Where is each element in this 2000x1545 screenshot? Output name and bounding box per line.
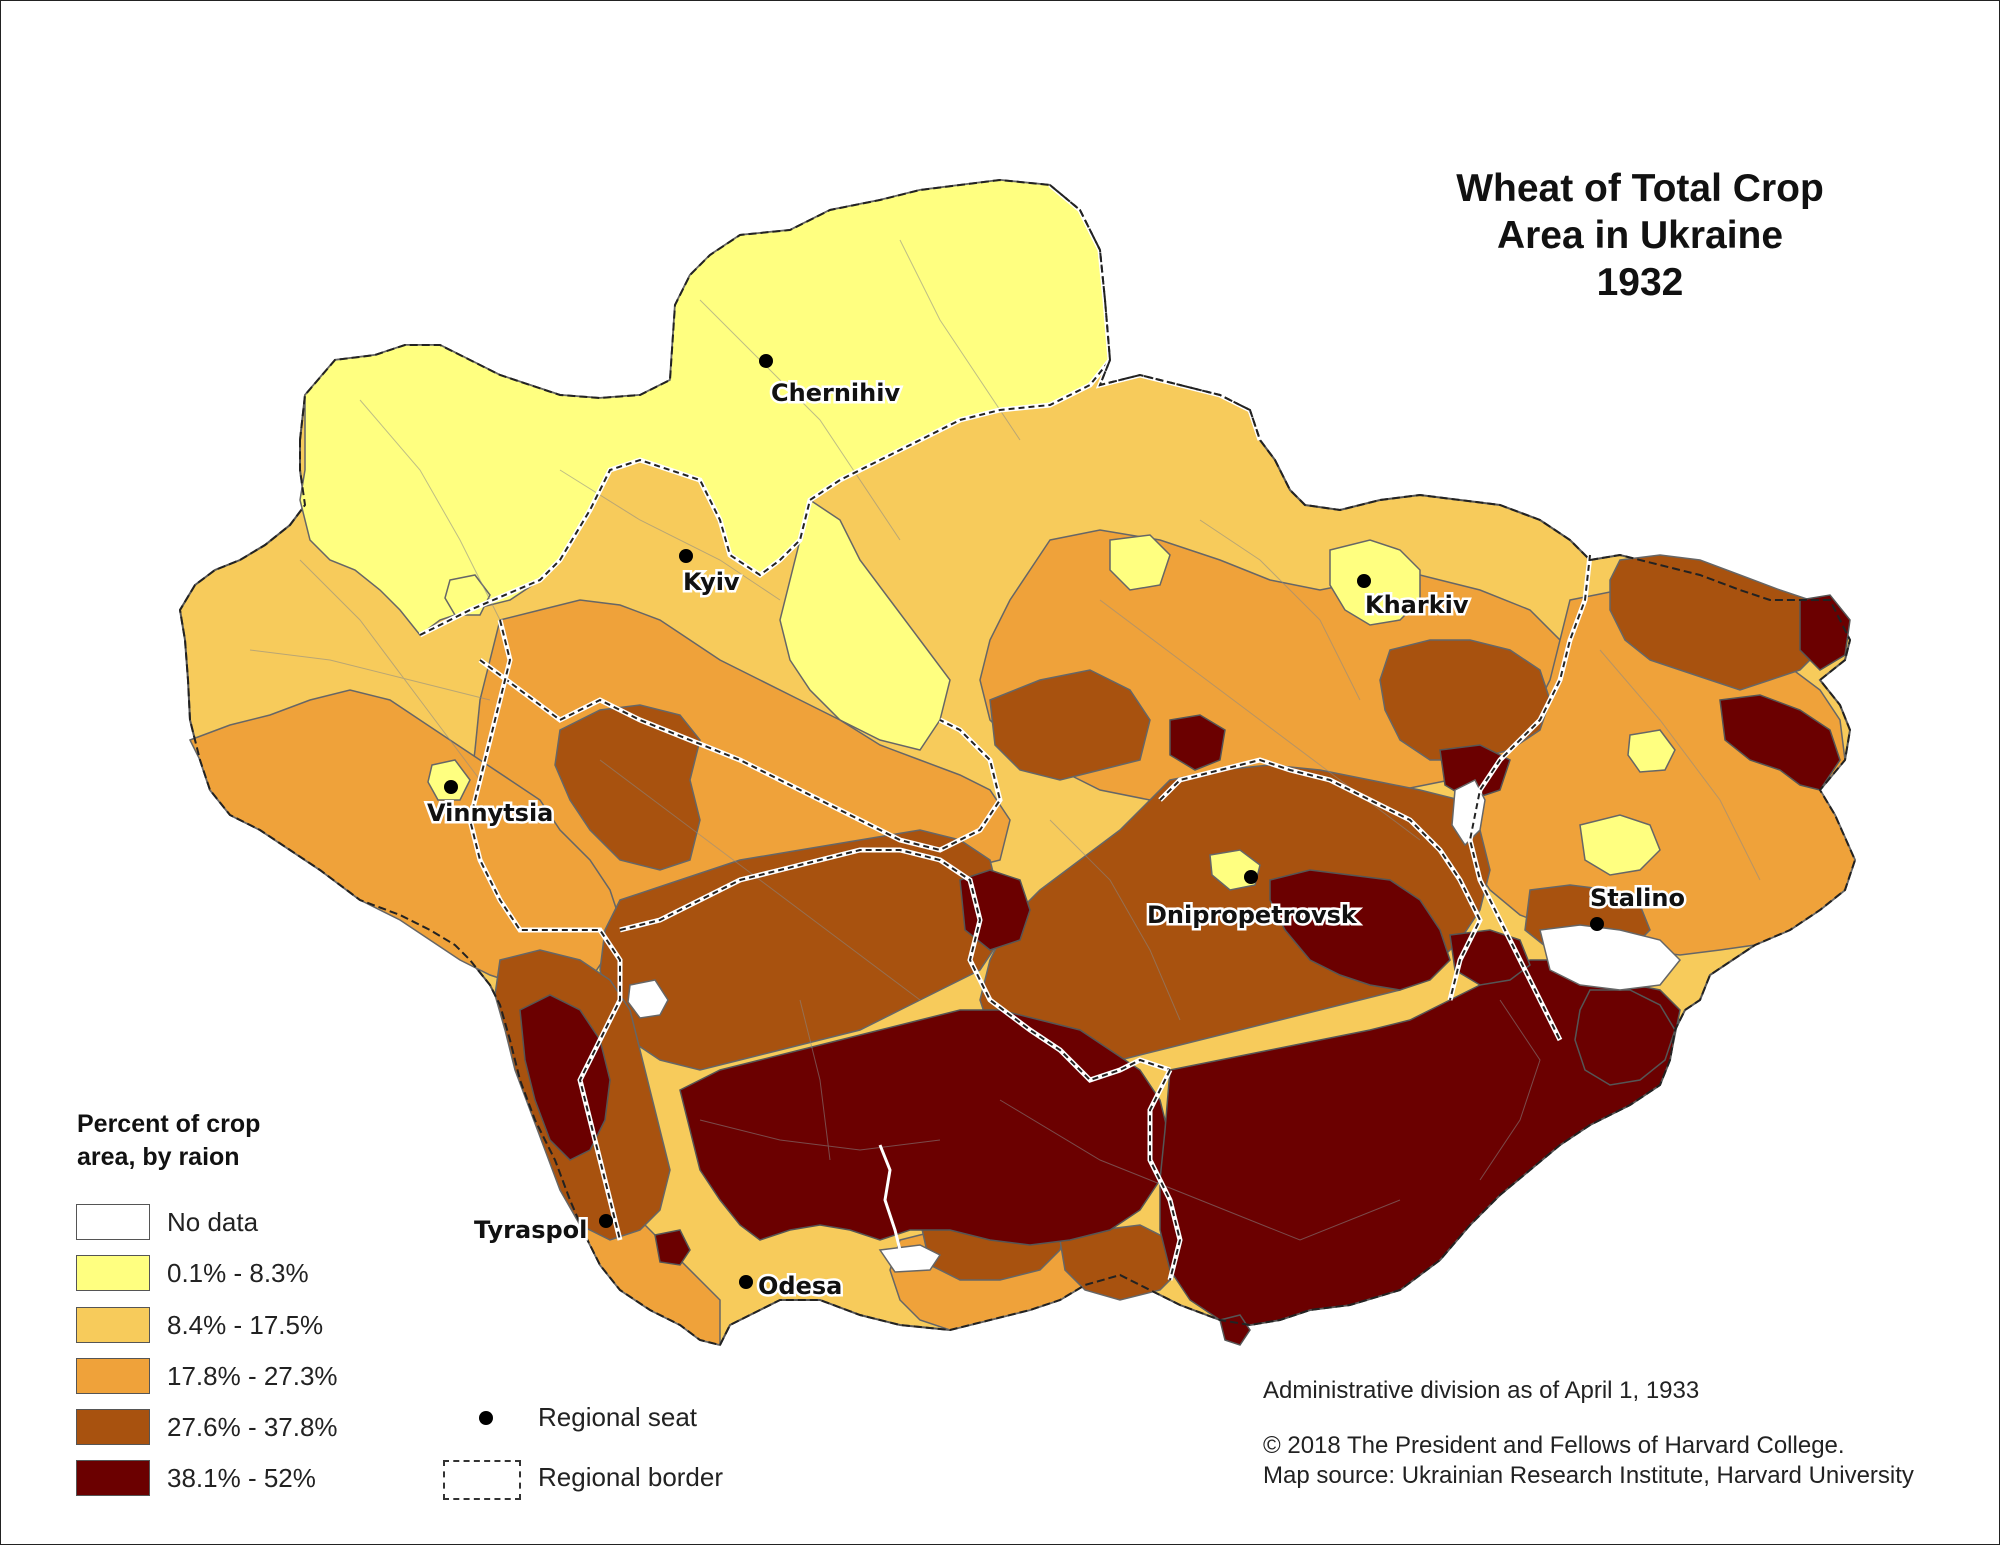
region-kharkiv-low	[1329, 539, 1421, 626]
legend-label-class-5: 38.1% - 52%	[167, 1463, 316, 1493]
source-note: Map source: Ukrainian Research Institute…	[1263, 1462, 1914, 1489]
city-label-vinnytsia: Vinnytsia	[427, 799, 553, 827]
region-east-low-a	[1109, 534, 1171, 591]
legend-swatch-class-5	[76, 1460, 150, 1496]
city-markers: Chernihiv Kyiv Kharkiv Vinnytsia Dniprop…	[425, 354, 1687, 1303]
city-dot-odesa	[739, 1275, 753, 1289]
city-label-tyraspol: Tyraspol	[474, 1216, 587, 1244]
city-dot-vinnytsia	[444, 780, 458, 794]
regional-border-icon	[443, 1460, 521, 1500]
city-dot-tyraspol	[599, 1214, 613, 1228]
copyright-note: © 2018 The President and Fellows of Harv…	[1263, 1432, 1845, 1459]
legend-label-class-1: 0.1% - 8.3%	[167, 1258, 309, 1288]
regional-borders	[418, 183, 1593, 1281]
legend-swatch-class-4	[76, 1409, 150, 1445]
legend-heading: Percent of crop area, by raion	[77, 1108, 260, 1174]
region-center-brown-a	[554, 704, 701, 871]
city-label-chernihiv: Chernihiv	[771, 379, 900, 407]
map-title: Wheat of Total Crop Area in Ukraine 1932	[1330, 165, 1950, 306]
region-east-darkred-a	[1169, 714, 1226, 771]
region-steppe-darkred	[679, 1009, 1171, 1246]
regional-seat-dot-icon	[479, 1411, 493, 1425]
title-line-3: 1932	[1596, 261, 1684, 304]
region-vinnytsia-low	[427, 759, 471, 801]
legend-heading-line-1: Percent of crop	[77, 1110, 261, 1138]
city-label-kharkiv: Kharkiv	[1365, 591, 1469, 619]
legend-label-no-data: No data	[167, 1207, 259, 1237]
city-label-odesa: Odesa	[758, 1272, 842, 1300]
city-label-dnipropetrovsk: Dnipropetrovsk	[1147, 901, 1358, 929]
region-donbas-low-a	[1579, 814, 1661, 876]
city-dot-chernihiv	[759, 354, 773, 368]
city-dot-kyiv	[679, 549, 693, 563]
legend-label-class-4: 27.6% - 37.8%	[167, 1412, 338, 1442]
region-azov-darkred-b	[1574, 989, 1676, 1086]
region-dnipro-darkred	[1269, 869, 1451, 991]
region-luhansk-darkred-a	[1799, 594, 1851, 671]
title-line-2: Area in Ukraine	[1496, 214, 1784, 257]
city-dot-dnipropetrovsk	[1244, 870, 1258, 884]
city-label-stalino: Stalino	[1590, 884, 1685, 912]
region-luhansk-brown	[1609, 554, 1831, 691]
admin-division-note: Administrative division as of April 1, 1…	[1263, 1377, 1700, 1404]
city-dot-stalino	[1590, 917, 1604, 931]
legend-swatch-class-1	[76, 1255, 150, 1291]
region-kyiv-south-low	[779, 498, 951, 751]
region-nodata-c	[627, 979, 669, 1019]
region-east-brown	[989, 669, 1151, 781]
region-kharkiv-brown	[1379, 639, 1551, 761]
city-label-kyiv: Kyiv	[683, 568, 740, 596]
outer-border	[178, 178, 1857, 1347]
legend-swatch-class-3	[76, 1358, 150, 1394]
raion-boundaries	[249, 239, 1761, 1241]
region-donbas-low-b	[1627, 729, 1676, 773]
region-odesa-darkred	[654, 1229, 691, 1266]
dnieper-river	[878, 1144, 902, 1251]
legend-heading-line-2: area, by raion	[77, 1143, 240, 1171]
legend-swatch-no-data	[76, 1204, 150, 1240]
city-dot-kharkiv	[1357, 574, 1371, 588]
regional-seat-label: Regional seat	[538, 1402, 697, 1432]
title-line-1: Wheat of Total Crop	[1456, 167, 1824, 210]
regional-border-label: Regional border	[538, 1462, 724, 1492]
legend-label-class-3: 17.8% - 27.3%	[167, 1361, 338, 1391]
region-crimea-tip-darkred	[1219, 1314, 1251, 1346]
region-east-darkred-b	[1439, 744, 1511, 801]
region-nodata-d	[878, 1244, 942, 1273]
legend-label-class-2: 8.4% - 17.5%	[167, 1310, 324, 1340]
legend-swatch-class-2	[76, 1307, 150, 1343]
